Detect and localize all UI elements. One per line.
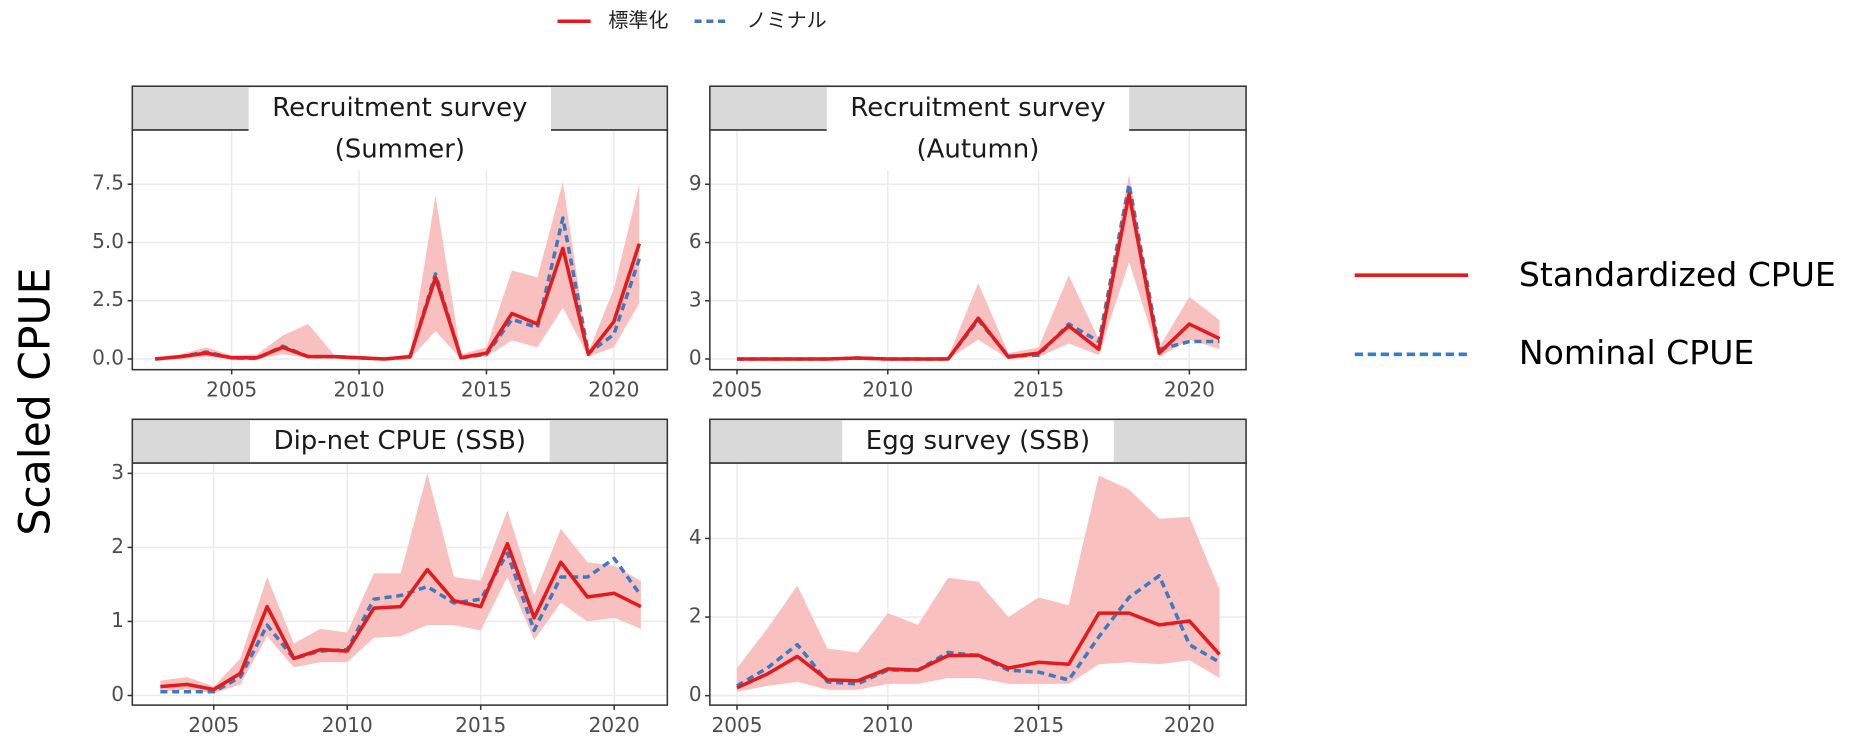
plot-area — [155, 181, 641, 361]
y-tick-label: 0 — [689, 682, 702, 706]
x-tick-label: 2010 — [334, 377, 385, 401]
x-tick-label: 2005 — [711, 713, 762, 737]
y-tick-label: 0 — [111, 682, 124, 706]
series-line — [160, 541, 642, 692]
plot-area — [160, 473, 643, 694]
legend-label: Nominal CPUE — [1519, 333, 1754, 372]
series-line — [155, 243, 641, 361]
legend-label: 標準化 — [608, 8, 668, 32]
x-tick-label: 2020 — [588, 377, 639, 401]
panel-title: Recruitment survey — [272, 93, 527, 123]
x-tick-label: 2005 — [206, 377, 257, 401]
x-tick-label: 2015 — [1013, 377, 1064, 401]
series-line — [737, 192, 1221, 361]
x-tick-label: 2015 — [1013, 713, 1064, 737]
x-tick-label: 2005 — [711, 377, 762, 401]
y-tick-label: 7.5 — [92, 171, 124, 195]
y-tick-label: 4 — [689, 525, 702, 549]
y-axis-label: Scaled CPUE — [11, 268, 60, 536]
title-background — [249, 420, 550, 462]
panel-title: Egg survey (SSB) — [866, 426, 1090, 456]
y-tick-label: 3 — [689, 287, 702, 311]
y-tick-label: 2 — [689, 604, 702, 628]
title-background — [842, 420, 1114, 462]
x-tick-label: 2010 — [322, 713, 373, 737]
x-tick-label: 2010 — [862, 713, 913, 737]
x-tick-label: 2020 — [1164, 377, 1215, 401]
plot-area — [736, 475, 1221, 692]
legend-label: ノミナル — [746, 8, 826, 32]
y-tick-label: 1 — [111, 608, 124, 632]
series-line — [160, 551, 643, 694]
panel-title: (Autumn) — [917, 134, 1040, 164]
y-tick-label: 2 — [111, 534, 124, 558]
y-tick-label: 9 — [689, 171, 702, 195]
plot-area — [737, 174, 1221, 361]
panel-title: Recruitment survey — [850, 93, 1105, 123]
panel-title: Dip-net CPUE (SSB) — [274, 426, 526, 456]
y-tick-label: 6 — [689, 229, 702, 253]
series-line — [736, 574, 1221, 688]
series-line — [736, 611, 1221, 690]
x-tick-label: 2015 — [455, 713, 506, 737]
title-background — [248, 87, 552, 171]
x-tick-label: 2020 — [1164, 713, 1215, 737]
confidence-band — [160, 473, 641, 694]
x-tick-label: 2015 — [461, 377, 512, 401]
panel-title: (Summer) — [335, 134, 465, 164]
y-tick-label: 2.5 — [92, 287, 124, 311]
y-tick-label: 5.0 — [92, 229, 124, 253]
y-tick-label: 0 — [689, 346, 702, 370]
x-tick-label: 2005 — [188, 713, 239, 737]
x-tick-label: 2020 — [589, 713, 640, 737]
y-tick-label: 0.0 — [92, 345, 124, 369]
legend-label: Standardized CPUE — [1519, 255, 1836, 294]
confidence-band — [737, 174, 1220, 360]
title-background — [826, 87, 1130, 171]
x-tick-label: 2010 — [862, 377, 913, 401]
y-tick-label: 3 — [111, 460, 124, 484]
